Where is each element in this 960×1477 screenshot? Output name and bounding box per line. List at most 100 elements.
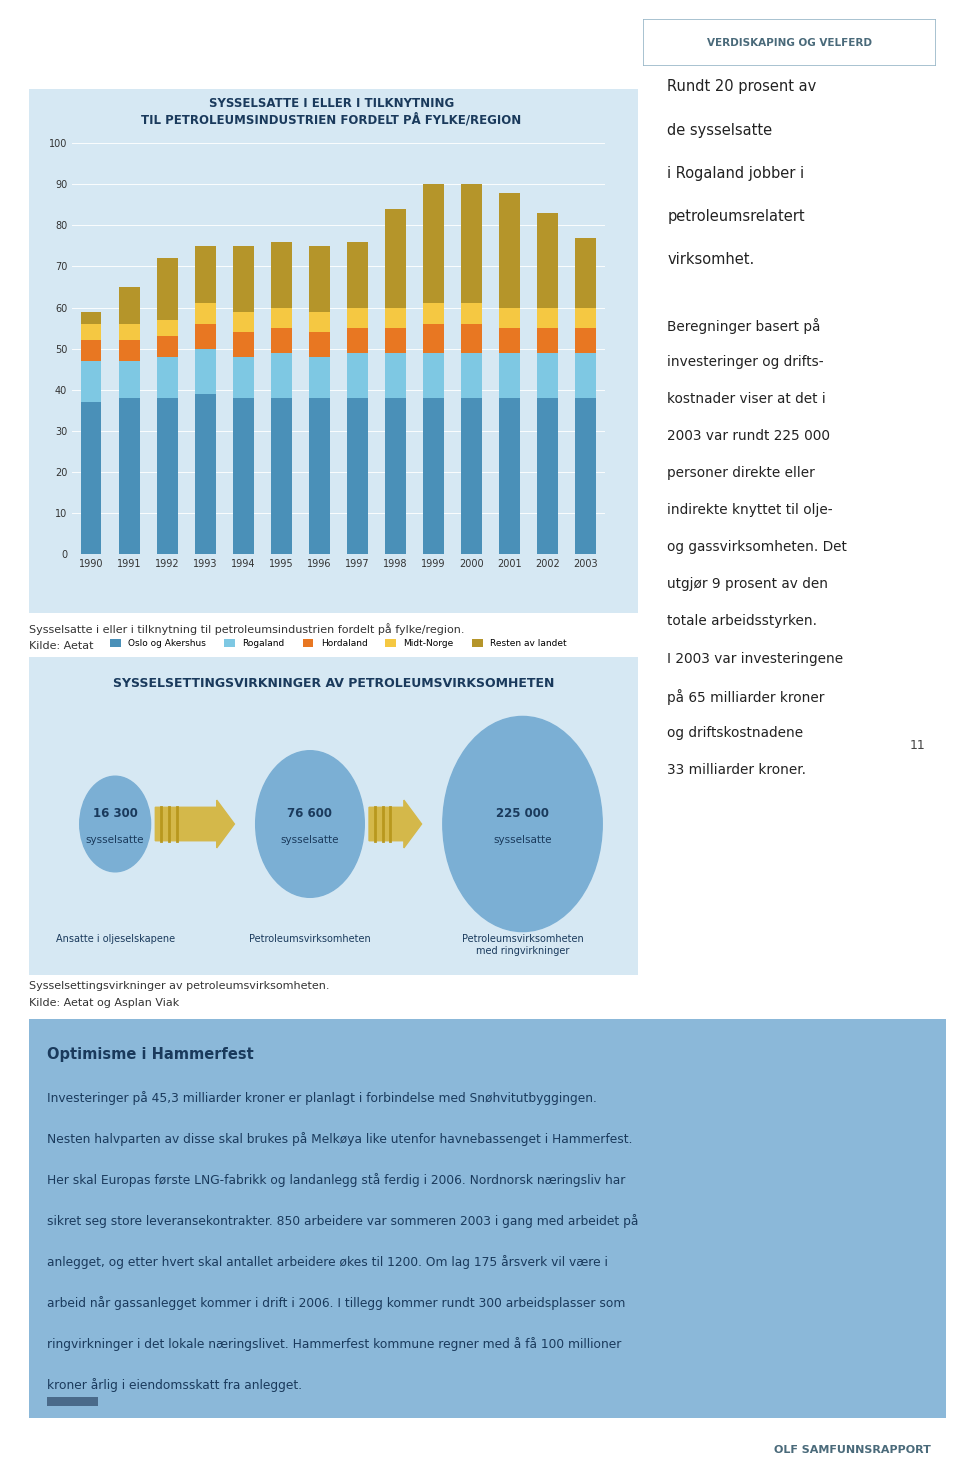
Bar xyxy=(423,303,444,323)
Circle shape xyxy=(255,750,364,898)
Text: sysselsatte: sysselsatte xyxy=(85,835,144,845)
Text: VERDISKAPING OG VELFERD: VERDISKAPING OG VELFERD xyxy=(708,38,872,47)
Bar xyxy=(538,353,558,397)
Text: Petroleumsvirksomheten: Petroleumsvirksomheten xyxy=(249,933,371,944)
Bar xyxy=(156,357,178,397)
Text: ringvirkninger i det lokale næringslivet. Hammerfest kommune regner med å få 100: ringvirkninger i det lokale næringslivet… xyxy=(47,1337,621,1351)
FancyBboxPatch shape xyxy=(18,1015,956,1422)
Bar xyxy=(461,185,482,303)
Text: 16 300: 16 300 xyxy=(93,806,137,820)
Bar xyxy=(538,328,558,353)
Text: Investeringer på 45,3 milliarder kroner er planlagt i forbindelse med Snøhvitutb: Investeringer på 45,3 milliarder kroner … xyxy=(47,1092,597,1105)
Bar xyxy=(347,307,368,328)
Bar xyxy=(423,323,444,353)
Bar xyxy=(119,323,139,340)
Bar xyxy=(119,397,139,554)
Bar xyxy=(156,397,178,554)
Bar xyxy=(271,397,292,554)
Bar xyxy=(271,353,292,397)
Text: SYSSELSATTE I ELLER I TILKNYTNING: SYSSELSATTE I ELLER I TILKNYTNING xyxy=(208,97,454,109)
Bar xyxy=(271,328,292,353)
Circle shape xyxy=(443,716,602,932)
Bar xyxy=(385,397,406,554)
Bar xyxy=(347,242,368,307)
Bar xyxy=(385,307,406,328)
Bar xyxy=(461,303,482,323)
Bar xyxy=(575,353,596,397)
Bar xyxy=(575,307,596,328)
Bar xyxy=(423,397,444,554)
Bar xyxy=(195,349,216,394)
Bar xyxy=(499,307,520,328)
Bar xyxy=(232,245,253,312)
Bar xyxy=(309,332,330,357)
Bar xyxy=(195,394,216,554)
Bar xyxy=(195,323,216,349)
Text: 76 600: 76 600 xyxy=(287,806,332,820)
Bar xyxy=(156,258,178,321)
Bar xyxy=(81,340,102,360)
Text: Optimisme i Hammerfest: Optimisme i Hammerfest xyxy=(47,1047,253,1062)
Bar xyxy=(232,312,253,332)
Text: på 65 milliarder kroner: på 65 milliarder kroner xyxy=(667,688,825,705)
Bar xyxy=(461,323,482,353)
Text: totale arbeidsstyrken.: totale arbeidsstyrken. xyxy=(667,614,817,628)
FancyBboxPatch shape xyxy=(19,653,648,979)
Text: investeringer og drifts-: investeringer og drifts- xyxy=(667,354,824,369)
Bar xyxy=(385,353,406,397)
Bar xyxy=(271,242,292,307)
Text: Petroleumsvirksomheten
med ringvirkninger: Petroleumsvirksomheten med ringvirkninge… xyxy=(462,933,584,956)
FancyBboxPatch shape xyxy=(643,19,936,66)
Text: sikret seg store leveransekontrakter. 850 arbeidere var sommeren 2003 i gang med: sikret seg store leveransekontrakter. 85… xyxy=(47,1214,638,1227)
Bar xyxy=(156,321,178,337)
Text: og driftskostnadene: og driftskostnadene xyxy=(667,725,804,740)
Bar xyxy=(309,397,330,554)
Text: personer direkte eller: personer direkte eller xyxy=(667,467,815,480)
Text: anlegget, og etter hvert skal antallet arbeidere økes til 1200. Om lag 175 årsve: anlegget, og etter hvert skal antallet a… xyxy=(47,1255,608,1269)
Bar xyxy=(81,312,102,323)
Text: kostnader viser at det i: kostnader viser at det i xyxy=(667,391,826,406)
Bar xyxy=(195,303,216,323)
Bar xyxy=(575,397,596,554)
Text: virksomhet.: virksomhet. xyxy=(667,253,755,267)
Bar xyxy=(538,397,558,554)
Text: 33 milliarder kroner.: 33 milliarder kroner. xyxy=(667,762,806,777)
Text: sysselsatte: sysselsatte xyxy=(280,835,339,845)
Bar xyxy=(347,353,368,397)
Bar xyxy=(575,328,596,353)
Bar xyxy=(423,353,444,397)
Bar xyxy=(309,312,330,332)
Bar xyxy=(232,357,253,397)
Text: Her skal Europas første LNG-fabrikk og landanlegg stå ferdig i 2006. Nordnorsk n: Her skal Europas første LNG-fabrikk og l… xyxy=(47,1173,626,1188)
Text: sysselsatte: sysselsatte xyxy=(493,835,552,845)
Text: indirekte knyttet til olje-: indirekte knyttet til olje- xyxy=(667,504,833,517)
Bar xyxy=(499,328,520,353)
Bar xyxy=(309,357,330,397)
Bar xyxy=(538,307,558,328)
Text: SYSSELSETTINGSVIRKNINGER AV PETROLEUMSVIRKSOMHETEN: SYSSELSETTINGSVIRKNINGER AV PETROLEUMSVI… xyxy=(113,676,554,690)
Text: Rundt 20 prosent av: Rundt 20 prosent av xyxy=(667,80,816,95)
Bar xyxy=(385,208,406,307)
Bar xyxy=(309,245,330,312)
Bar xyxy=(538,213,558,307)
Bar xyxy=(347,397,368,554)
Text: kroner årlig i eiendomsskatt fra anlegget.: kroner årlig i eiendomsskatt fra anlegge… xyxy=(47,1378,302,1393)
Text: de sysselsatte: de sysselsatte xyxy=(667,123,773,137)
Bar xyxy=(119,340,139,360)
Text: Sysselsettingsvirkninger av petroleumsvirksomheten.: Sysselsettingsvirkninger av petroleumsvi… xyxy=(29,981,329,991)
Text: og gassvirksomheten. Det: og gassvirksomheten. Det xyxy=(667,541,847,554)
Bar xyxy=(385,328,406,353)
Bar xyxy=(232,397,253,554)
FancyArrow shape xyxy=(369,801,421,848)
FancyBboxPatch shape xyxy=(23,83,644,619)
Bar xyxy=(499,397,520,554)
Text: Beregninger basert på: Beregninger basert på xyxy=(667,318,821,334)
Bar xyxy=(81,360,102,402)
Bar xyxy=(461,353,482,397)
Bar xyxy=(499,353,520,397)
Text: Kilde: Aetat og Asplan Viak: Kilde: Aetat og Asplan Viak xyxy=(29,998,180,1009)
Text: 2003 var rundt 225 000: 2003 var rundt 225 000 xyxy=(667,428,830,443)
Bar xyxy=(81,323,102,340)
Text: Ansatte i oljeselskapene: Ansatte i oljeselskapene xyxy=(56,933,175,944)
Text: I 2003 var investeringene: I 2003 var investeringene xyxy=(667,651,843,666)
